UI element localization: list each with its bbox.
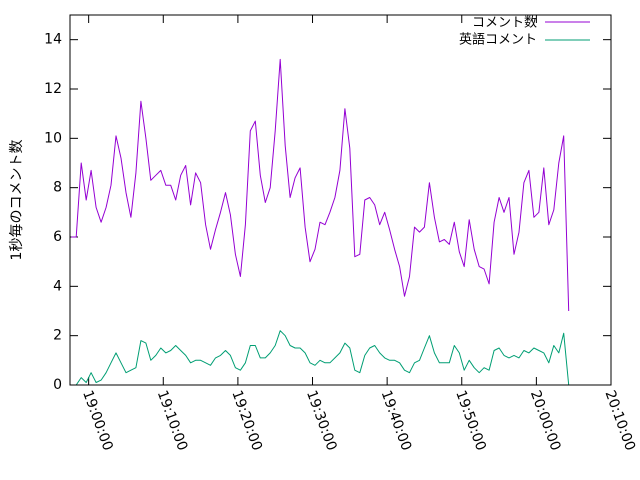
y-tick-label: 6: [53, 229, 62, 245]
x-tick-label: 19:30:00: [303, 388, 340, 453]
x-axis: 19:00:00 19:10:00 19:20:00 19:30:00 19:40:00…: [79, 15, 638, 453]
y-tick-label: 12: [44, 81, 62, 97]
x-tick-label: 19:20:00: [228, 388, 265, 453]
y-tick-label: 2: [53, 328, 62, 344]
series-line-comments: [71, 58, 570, 312]
x-tick-label: 20:10:00: [601, 388, 638, 453]
y-tick-label: 10: [44, 130, 62, 146]
x-tick-label: 20:00:00: [527, 388, 564, 453]
x-tick-label: 19:40:00: [378, 388, 415, 453]
y-axis: 0 2 4 6 8 10 12 14: [44, 32, 611, 393]
series-line-english: [71, 330, 570, 386]
x-tick-label: 19:50:00: [452, 388, 489, 453]
y-tick-label: 14: [44, 32, 62, 48]
y-axis-title: 1秒毎のコメント数: [9, 140, 25, 261]
legend: コメント数 英語コメント: [459, 16, 590, 48]
legend-label-english: 英語コメント: [459, 32, 537, 48]
y-tick-label: 0: [53, 377, 62, 393]
y-tick-label: 8: [53, 180, 62, 196]
legend-label-comments: コメント数: [472, 16, 537, 31]
series-layer: [71, 58, 570, 386]
plot-frame: [69, 14, 612, 386]
x-tick-label: 19:00:00: [79, 388, 116, 453]
y-tick-label: 4: [53, 278, 62, 294]
x-tick-label: 19:10:00: [154, 388, 191, 453]
